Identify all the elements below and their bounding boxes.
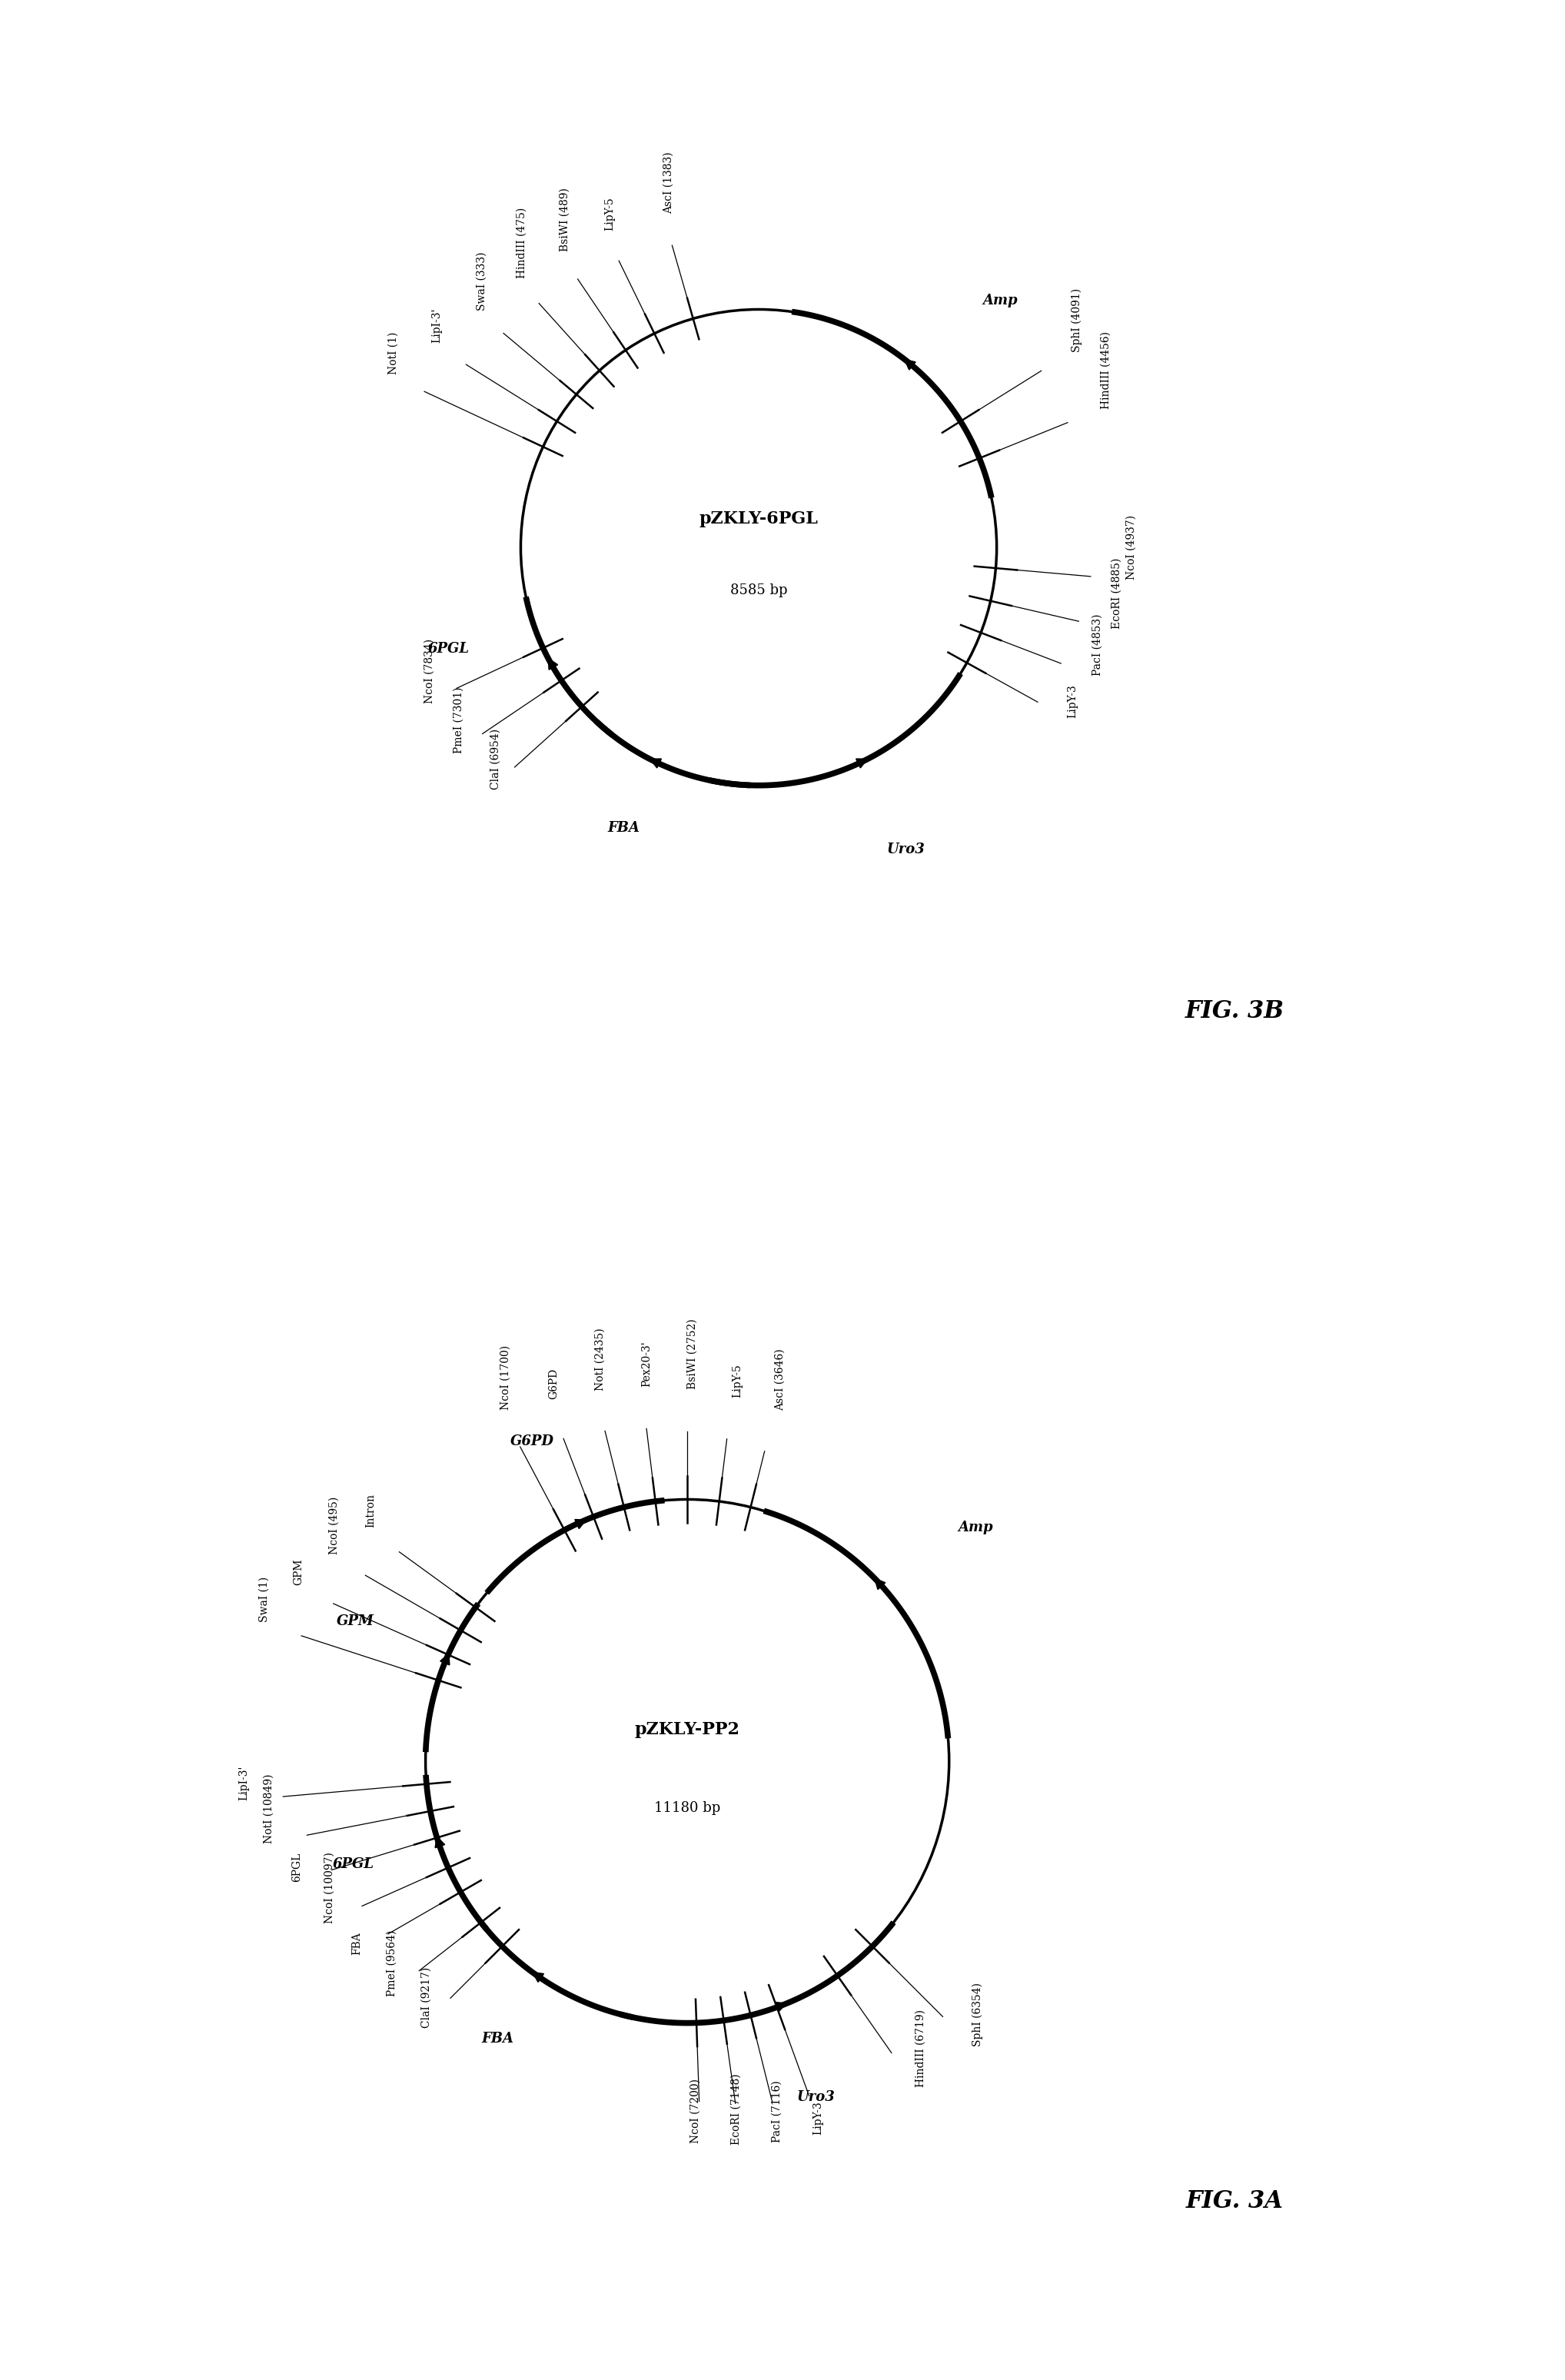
Text: LipY-5: LipY-5 [604, 198, 615, 231]
Text: EcoRI (7148): EcoRI (7148) [731, 2073, 742, 2144]
Text: PacI (7116): PacI (7116) [772, 2080, 782, 2142]
Text: SwaI (333): SwaI (333) [476, 252, 487, 309]
Text: PacI (4853): PacI (4853) [1092, 614, 1103, 676]
Text: NotI (1): NotI (1) [388, 331, 399, 374]
Text: G6PD: G6PD [510, 1435, 554, 1447]
Text: Amp: Amp [958, 1521, 994, 1535]
Text: PmeI (7301): PmeI (7301) [452, 688, 463, 754]
Text: FBA: FBA [352, 1933, 363, 1954]
Text: HindIII (6719): HindIII (6719) [916, 2009, 926, 2087]
Text: FBA: FBA [607, 821, 640, 835]
Text: NcoI (7200): NcoI (7200) [690, 2078, 701, 2144]
Text: Uro3: Uro3 [797, 2090, 834, 2104]
Text: HindIII (4456): HindIII (4456) [1100, 331, 1111, 409]
Text: NcoI (10097): NcoI (10097) [324, 1852, 335, 1923]
Text: NcoI (1700): NcoI (1700) [501, 1345, 512, 1409]
Text: PmeI (9564): PmeI (9564) [387, 1930, 398, 1997]
Text: LipY-3: LipY-3 [1067, 685, 1078, 719]
Text: SphI (4091): SphI (4091) [1072, 288, 1083, 352]
Text: LipY-5: LipY-5 [732, 1364, 743, 1397]
Text: 6PGL: 6PGL [333, 1856, 374, 1871]
Text: SwaI (1): SwaI (1) [260, 1576, 269, 1623]
Text: BsiWI (489): BsiWI (489) [559, 188, 570, 252]
Text: ClaI (9217): ClaI (9217) [421, 1966, 432, 2028]
Text: LipI-3': LipI-3' [239, 1766, 249, 1799]
Text: pZKLY-6PGL: pZKLY-6PGL [700, 509, 818, 528]
Text: G6PD: G6PD [548, 1368, 559, 1399]
Text: NcoI (4937): NcoI (4937) [1127, 514, 1136, 581]
Text: ClaI (6954): ClaI (6954) [490, 728, 501, 790]
Text: BsiWI (2752): BsiWI (2752) [687, 1319, 698, 1390]
Text: Uro3: Uro3 [887, 843, 925, 857]
Text: LipY-3: LipY-3 [812, 2102, 823, 2135]
Text: NcoI (7834): NcoI (7834) [424, 638, 435, 704]
Text: NotI (2435): NotI (2435) [595, 1328, 606, 1390]
Text: 6PGL: 6PGL [427, 643, 470, 654]
Text: HindIII (475): HindIII (475) [516, 207, 527, 278]
Text: Intron: Intron [365, 1495, 376, 1528]
Text: 11180 bp: 11180 bp [654, 1802, 720, 1816]
Text: NotI (10849): NotI (10849) [263, 1773, 274, 1844]
Text: SphI (6354): SphI (6354) [972, 1983, 983, 2047]
Text: FIG. 3A: FIG. 3A [1186, 2190, 1283, 2213]
Text: AscI (3646): AscI (3646) [775, 1349, 786, 1411]
Text: 6PGL: 6PGL [291, 1852, 302, 1883]
Text: pZKLY-PP2: pZKLY-PP2 [635, 1721, 740, 1737]
Text: LipI-3': LipI-3' [432, 307, 443, 343]
Text: FBA: FBA [482, 2033, 513, 2047]
Text: GPM: GPM [293, 1559, 304, 1585]
Text: Amp: Amp [983, 293, 1017, 307]
Text: Pex20-3': Pex20-3' [642, 1342, 653, 1388]
Text: 8585 bp: 8585 bp [729, 583, 787, 597]
Text: GPM: GPM [336, 1614, 374, 1628]
Text: AscI (1383): AscI (1383) [664, 152, 673, 214]
Text: FIG. 3B: FIG. 3B [1185, 1000, 1285, 1023]
Text: EcoRI (4885): EcoRI (4885) [1111, 557, 1122, 628]
Text: NcoI (495): NcoI (495) [329, 1497, 340, 1554]
